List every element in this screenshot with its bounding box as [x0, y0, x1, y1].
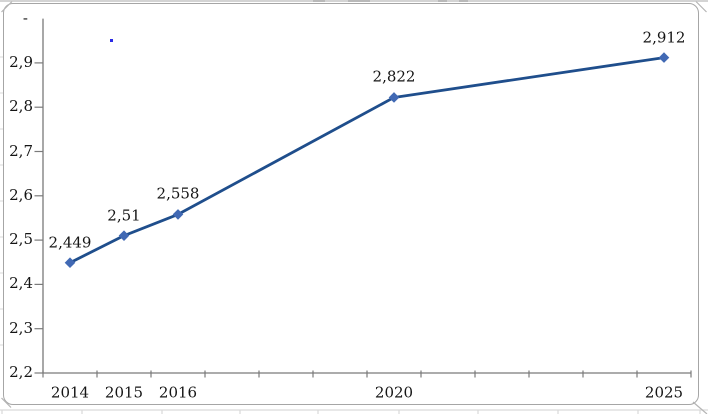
worksheet-top-cell-mark	[313, 0, 325, 2]
stray-blue-dot	[110, 39, 113, 42]
worksheet-top-cell-mark	[459, 0, 468, 2]
worksheet-top-cell-mark	[348, 0, 370, 2]
corner-mark-bottom-right	[692, 401, 708, 414]
worksheet-top-cell-mark	[438, 0, 447, 2]
chart-frame[interactable]	[3, 3, 699, 405]
